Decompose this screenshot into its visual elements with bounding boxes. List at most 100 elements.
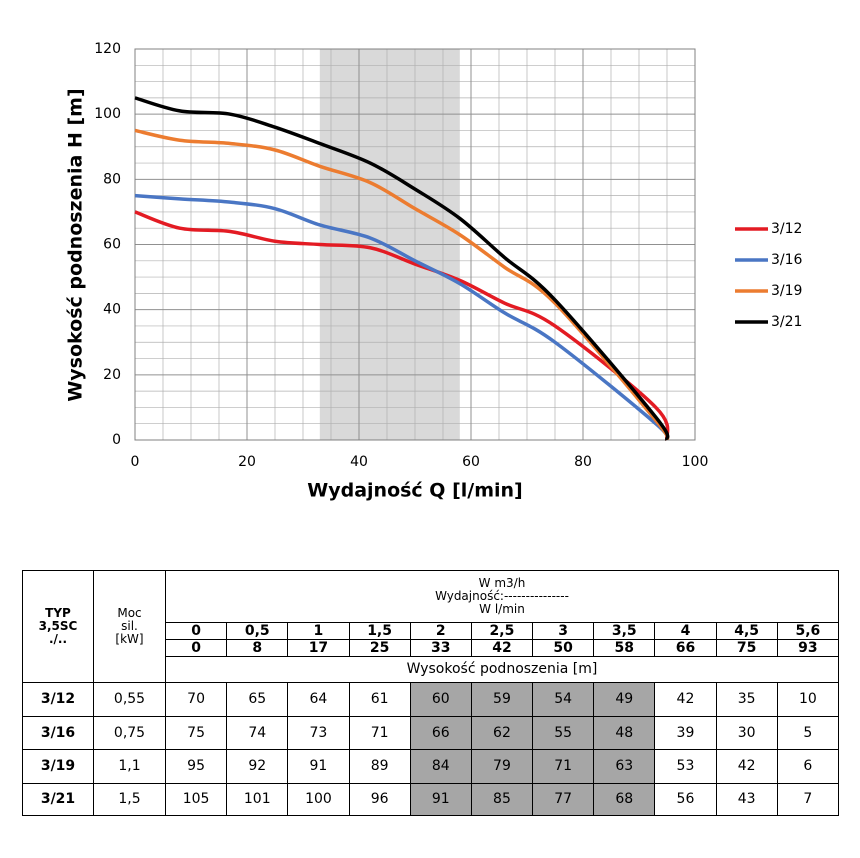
head-cell: 64 — [287, 682, 350, 717]
x-tick-label: 40 — [350, 454, 368, 470]
x-axis-title: Wydajność Q [l/min] — [307, 480, 522, 502]
head-cell: 66 — [409, 716, 472, 750]
flow-m3h: 2 — [409, 622, 472, 640]
y-axis-title: Wysokość podnoszenia H [m] — [65, 88, 87, 401]
head-cell: 53 — [654, 749, 717, 784]
head-cell: 75 — [164, 716, 228, 750]
head-cell: 96 — [348, 783, 411, 816]
legend-label: 3/16 — [771, 252, 803, 268]
head-cell: 35 — [715, 682, 778, 717]
flow-lmin: 33 — [409, 639, 472, 657]
head-cell: 74 — [226, 716, 289, 750]
head-cell: 54 — [532, 682, 595, 717]
y-tick-label: 0 — [112, 432, 121, 448]
x-tick-label: 20 — [238, 454, 256, 470]
head-cell: 63 — [593, 749, 656, 784]
x-tick-label: 0 — [131, 454, 140, 470]
power-cell: 0,75 — [93, 716, 166, 750]
head-cell: 105 — [164, 783, 228, 816]
flow-lmin: 0 — [164, 639, 228, 657]
table-row: 3/21 1,5 105 101 100 96 91 85 77 68 56 43 7 — [22, 783, 840, 816]
head-cell: 55 — [532, 716, 595, 750]
plot-border — [134, 48, 696, 441]
legend-label: 3/12 — [771, 221, 802, 237]
cell-line: Moc — [117, 606, 142, 620]
power-cell: 1,5 — [93, 783, 166, 816]
head-cell: 70 — [164, 682, 228, 717]
head-cell: 42 — [654, 682, 717, 717]
series-line — [134, 96, 670, 441]
series-line — [134, 193, 670, 441]
power-cell: 0,55 — [93, 682, 166, 717]
head-cell: 85 — [470, 783, 534, 816]
head-cell: 71 — [532, 749, 595, 784]
head-cell: 61 — [348, 682, 411, 717]
head-cell: 56 — [654, 783, 717, 816]
head-cell: 62 — [470, 716, 534, 750]
head-header: Wysokość podnoszenia [m] — [165, 656, 839, 683]
head-cell: 30 — [715, 716, 778, 750]
cell-line: ./.. — [48, 632, 68, 646]
y-tick-label: 60 — [103, 237, 121, 253]
head-cell: 6 — [776, 749, 840, 784]
type-cell: 3/12 — [22, 682, 94, 717]
flow-m3h: 1,5 — [348, 622, 411, 640]
table-row: 3/16 0,75 75 74 73 71 66 62 55 48 39 30 5 — [22, 716, 840, 750]
table-row: 3/12 0,55 70 65 64 61 60 59 54 49 42 35 10 — [22, 682, 840, 717]
flow-lmin: 58 — [593, 639, 656, 657]
x-tick-label: 60 — [462, 454, 480, 470]
cell-line: [kW] — [115, 632, 144, 646]
head-cell: 5 — [776, 716, 840, 750]
flow-m3h: 5,6 — [776, 622, 840, 640]
y-tick-label: 100 — [94, 106, 121, 122]
head-cell: 10 — [776, 682, 840, 717]
head-cell: 84 — [409, 749, 472, 784]
flow-m3h: 3 — [532, 622, 595, 640]
legend-label: 3/21 — [771, 314, 802, 330]
series-line — [134, 210, 670, 441]
chart: Wydajność Q [l/min] Wysokość podnoszenia… — [65, 41, 803, 502]
flow-header: W m3/h Wydajność:--------------- W l/min — [165, 570, 839, 623]
legend-label: 3/19 — [771, 283, 802, 299]
flow-m3h: 1 — [287, 622, 350, 640]
head-cell: 65 — [226, 682, 289, 717]
flow-m3h: 4,5 — [715, 622, 778, 640]
flow-m3h: 4 — [654, 622, 717, 640]
y-tick-label: 40 — [103, 302, 121, 318]
flow-lmin: 50 — [532, 639, 595, 657]
head-cell: 91 — [287, 749, 350, 784]
head-cell: 73 — [287, 716, 350, 750]
cell-line: Wydajność:--------------- — [435, 589, 569, 603]
flow-lmin: 66 — [654, 639, 717, 657]
head-cell: 43 — [715, 783, 778, 816]
type-cell: 3/21 — [22, 783, 94, 816]
flow-lmin: 93 — [776, 639, 840, 657]
head-cell: 101 — [226, 783, 289, 816]
head-cell: 100 — [287, 783, 350, 816]
flow-m3h: 2,5 — [470, 622, 534, 640]
cell-line: sil. — [121, 619, 138, 633]
flow-lmin: 42 — [470, 639, 534, 657]
type-cell: 3/19 — [22, 749, 94, 784]
head-cell: 91 — [409, 783, 472, 816]
type-cell: 3/16 — [22, 716, 94, 750]
head-cell: 39 — [654, 716, 717, 750]
head-cell: 79 — [470, 749, 534, 784]
head-cell: 71 — [348, 716, 411, 750]
type-header: TYP 3,5SC ./.. — [22, 570, 94, 683]
head-cell: 95 — [164, 749, 228, 784]
head-cell: 68 — [593, 783, 656, 816]
head-cell: 60 — [409, 682, 472, 717]
head-cell: 42 — [715, 749, 778, 784]
cell-line: W l/min — [479, 602, 525, 616]
y-tick-label: 20 — [103, 367, 121, 383]
spec-table: TYP 3,5SC ./.. Moc sil. [kW] W m3/h Wydajność:-… — [22, 570, 840, 816]
head-cell: 59 — [470, 682, 534, 717]
power-cell: 1,1 — [93, 749, 166, 784]
series-line — [134, 128, 670, 441]
x-tick-label: 100 — [682, 454, 709, 470]
y-tick-label: 120 — [94, 41, 121, 57]
flow-lmin: 25 — [348, 639, 411, 657]
head-cell: 49 — [593, 682, 656, 717]
table-row: 3/19 1,1 95 92 91 89 84 79 71 63 53 42 6 — [22, 749, 840, 784]
